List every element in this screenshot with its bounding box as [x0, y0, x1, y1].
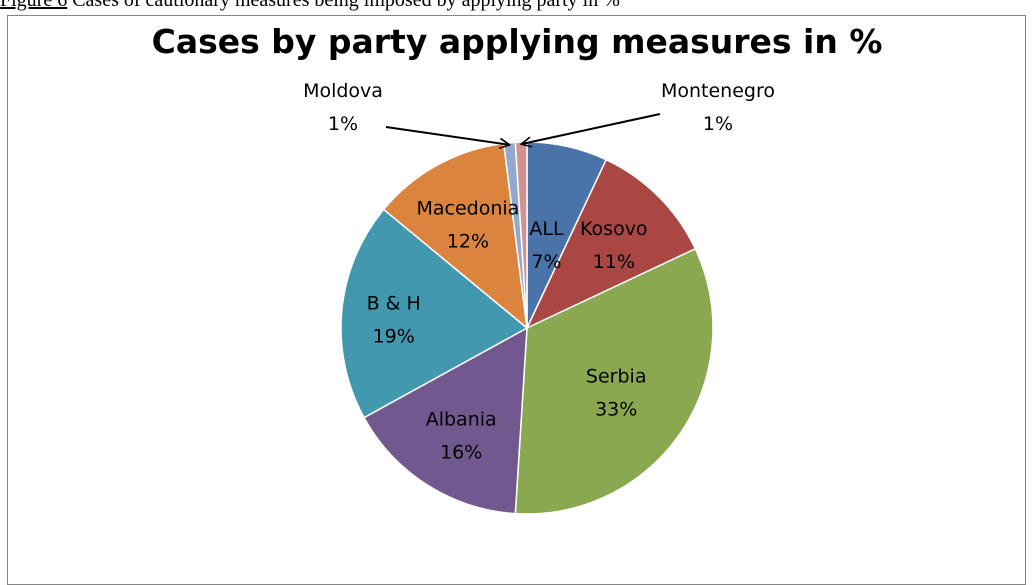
- slice-value-all: 7%: [531, 251, 561, 273]
- pie-slice-albania: [362, 326, 528, 515]
- slice-value-albania: 16%: [440, 442, 482, 464]
- slice-label-moldova: Moldova: [303, 80, 383, 102]
- pie-slice-serbia: [514, 247, 714, 515]
- slice-value-macedonia: 12%: [447, 230, 489, 252]
- leader-lines: [385, 113, 661, 145]
- pie-chart: ALL 7% Kosovo 11% Serbia 33% Albania 16% B & H 19…: [303, 80, 775, 515]
- slice-label-b-h: B & H: [367, 292, 421, 314]
- figure-caption: Figure 6 Cases of cautionary measures be…: [0, 0, 1034, 11]
- pie-slice-b-h: [340, 208, 529, 419]
- slice-value-montenegro: 1%: [703, 113, 733, 135]
- figure-caption-text: Cases of cautionary measures being impos…: [72, 0, 620, 11]
- slice-value-serbia: 33%: [595, 399, 637, 421]
- slice-value-b-h: 19%: [373, 325, 415, 347]
- slice-label-montenegro: Montenegro: [661, 80, 775, 102]
- pie-slice-macedonia: [382, 142, 528, 330]
- leader-arrow-moldova: [385, 126, 510, 145]
- chart-title: Cases by party applying measures in %: [151, 22, 883, 61]
- slice-label-serbia: Serbia: [586, 366, 647, 388]
- slice-labels: ALL 7% Kosovo 11% Serbia 33% Albania 16% B & H 19…: [303, 80, 775, 464]
- slice-label-kosovo: Kosovo: [580, 218, 648, 240]
- slice-value-moldova: 1%: [328, 113, 358, 135]
- pie-slice-kosovo: [525, 158, 697, 330]
- slice-label-albania: Albania: [426, 409, 497, 431]
- leader-arrow-montenegro: [521, 113, 661, 144]
- figure-caption-label: Figure 6: [0, 0, 68, 11]
- slice-value-kosovo: 11%: [593, 251, 635, 273]
- slice-label-all: ALL: [529, 218, 564, 240]
- slice-label-macedonia: Macedonia: [416, 197, 519, 219]
